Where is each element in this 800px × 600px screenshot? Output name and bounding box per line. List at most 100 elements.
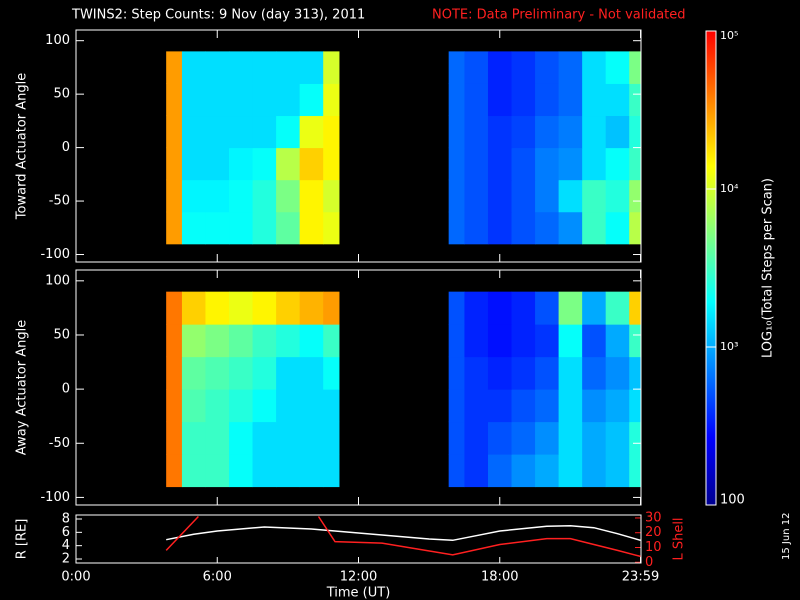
heatmap-cell: [181, 389, 206, 423]
heatmap-cell: [276, 389, 301, 423]
heatmap-cell: [229, 51, 254, 84]
heatmap-cell: [205, 324, 230, 358]
heatmap-cell: [299, 83, 324, 117]
heatmap-cell: [605, 211, 630, 245]
heatmap-cell: [535, 356, 560, 390]
y2-tick-label: 30: [645, 510, 662, 525]
heatmap-cell: [205, 421, 230, 455]
y-tick-label: 50: [53, 87, 70, 102]
heatmap-cell: [448, 324, 465, 358]
heatmap-cell: [511, 324, 536, 358]
panel-frame: [75, 29, 642, 263]
heatmap-cell: [487, 147, 513, 181]
heatmap-cell: [629, 115, 642, 149]
heatmap-cell: [323, 291, 340, 325]
heatmap-cell: [582, 211, 607, 245]
heatmap-cell: [181, 211, 206, 245]
heatmap-cell: [229, 211, 254, 245]
y-tick-label: 2: [62, 552, 70, 567]
y-axis-label: R [RE]: [15, 519, 30, 560]
heatmap-cell: [229, 389, 254, 423]
heatmap-cell: [582, 147, 607, 181]
heatmap-cell: [464, 51, 489, 84]
heatmap-cell: [558, 147, 583, 181]
heatmap-cell: [487, 83, 513, 117]
heatmap-cell: [487, 115, 513, 149]
heatmap-cell: [558, 83, 583, 117]
heatmap-cell: [629, 291, 642, 325]
heatmap-cell: [629, 211, 642, 245]
heatmap-cell: [535, 454, 560, 488]
heatmap-cell: [535, 179, 560, 213]
heatmap-cell: [605, 389, 630, 423]
heatmap-cell: [511, 454, 536, 488]
heatmap-cell: [166, 147, 183, 181]
heatmap-cell: [605, 454, 630, 488]
heatmap-cell: [181, 179, 206, 213]
heatmap-cell: [448, 51, 465, 84]
heatmap-cell: [448, 115, 465, 149]
heatmap-cell: [229, 421, 254, 455]
heatmap-cell: [252, 211, 277, 245]
heatmap-cell: [229, 115, 254, 149]
heatmap-cell: [605, 83, 630, 117]
heatmap-cell: [166, 454, 183, 488]
y-tick-label: -100: [40, 247, 70, 262]
heatmap-cell: [464, 115, 489, 149]
heatmap-cell: [323, 324, 340, 358]
heatmap-cell: [276, 356, 301, 390]
line-group: [165, 515, 641, 558]
heatmap-cell: [323, 211, 340, 245]
heatmap-cell: [276, 454, 301, 488]
heatmap-cell: [511, 83, 536, 117]
heatmap-cell: [205, 291, 230, 325]
heatmap-cell: [448, 421, 465, 455]
heatmap-cell: [299, 115, 324, 149]
heatmap-cell: [229, 83, 254, 117]
heatmap-cell: [448, 356, 465, 390]
x-tick-label: 6:00: [203, 570, 232, 585]
heatmap-cell: [323, 454, 340, 488]
heatmap-cell: [464, 454, 489, 488]
heatmap-cell: [558, 179, 583, 213]
heatmap-cell: [299, 356, 324, 390]
heatmap-cell: [252, 147, 277, 181]
series-line: [166, 524, 641, 542]
heatmap-cell: [511, 179, 536, 213]
heatmap-cell: [487, 291, 513, 325]
heatmap-cell: [535, 51, 560, 84]
heatmap-cell: [464, 147, 489, 181]
heatmap-cell: [252, 83, 277, 117]
heatmap-cell: [276, 179, 301, 213]
heatmap-cell: [205, 83, 230, 117]
heatmap-cell: [323, 421, 340, 455]
heatmap-cell: [229, 179, 254, 213]
heatmap-cell: [535, 291, 560, 325]
heatmap-cell: [205, 115, 230, 149]
y-tick-label: 0: [62, 382, 70, 397]
heatmap-cell: [252, 51, 277, 84]
heatmap-cell: [464, 356, 489, 390]
y-tick-label: 100: [45, 273, 70, 288]
heatmap-cell: [487, 356, 513, 390]
heatmap-cell: [511, 51, 536, 84]
heatmap-cell: [181, 356, 206, 390]
chart-title: TWINS2: Step Counts: 9 Nov (day 313), 20…: [71, 8, 365, 23]
heatmap-cell: [166, 324, 183, 358]
heatmap-cell: [511, 389, 536, 423]
heatmap-cell: [487, 51, 513, 84]
heatmap-cell: [511, 356, 536, 390]
heatmap-cell: [252, 389, 277, 423]
heatmap-cell: [448, 147, 465, 181]
y-tick-label: -100: [40, 490, 70, 505]
heatmap-cell: [629, 454, 642, 488]
heatmap-cell: [629, 83, 642, 117]
heatmap-cell: [487, 389, 513, 423]
heatmap-cell: [535, 324, 560, 358]
panel-frame: [75, 269, 642, 506]
heatmap-cell: [205, 147, 230, 181]
heatmap-cell: [629, 421, 642, 455]
heatmap-cell: [229, 454, 254, 488]
heatmap-cell: [487, 211, 513, 245]
